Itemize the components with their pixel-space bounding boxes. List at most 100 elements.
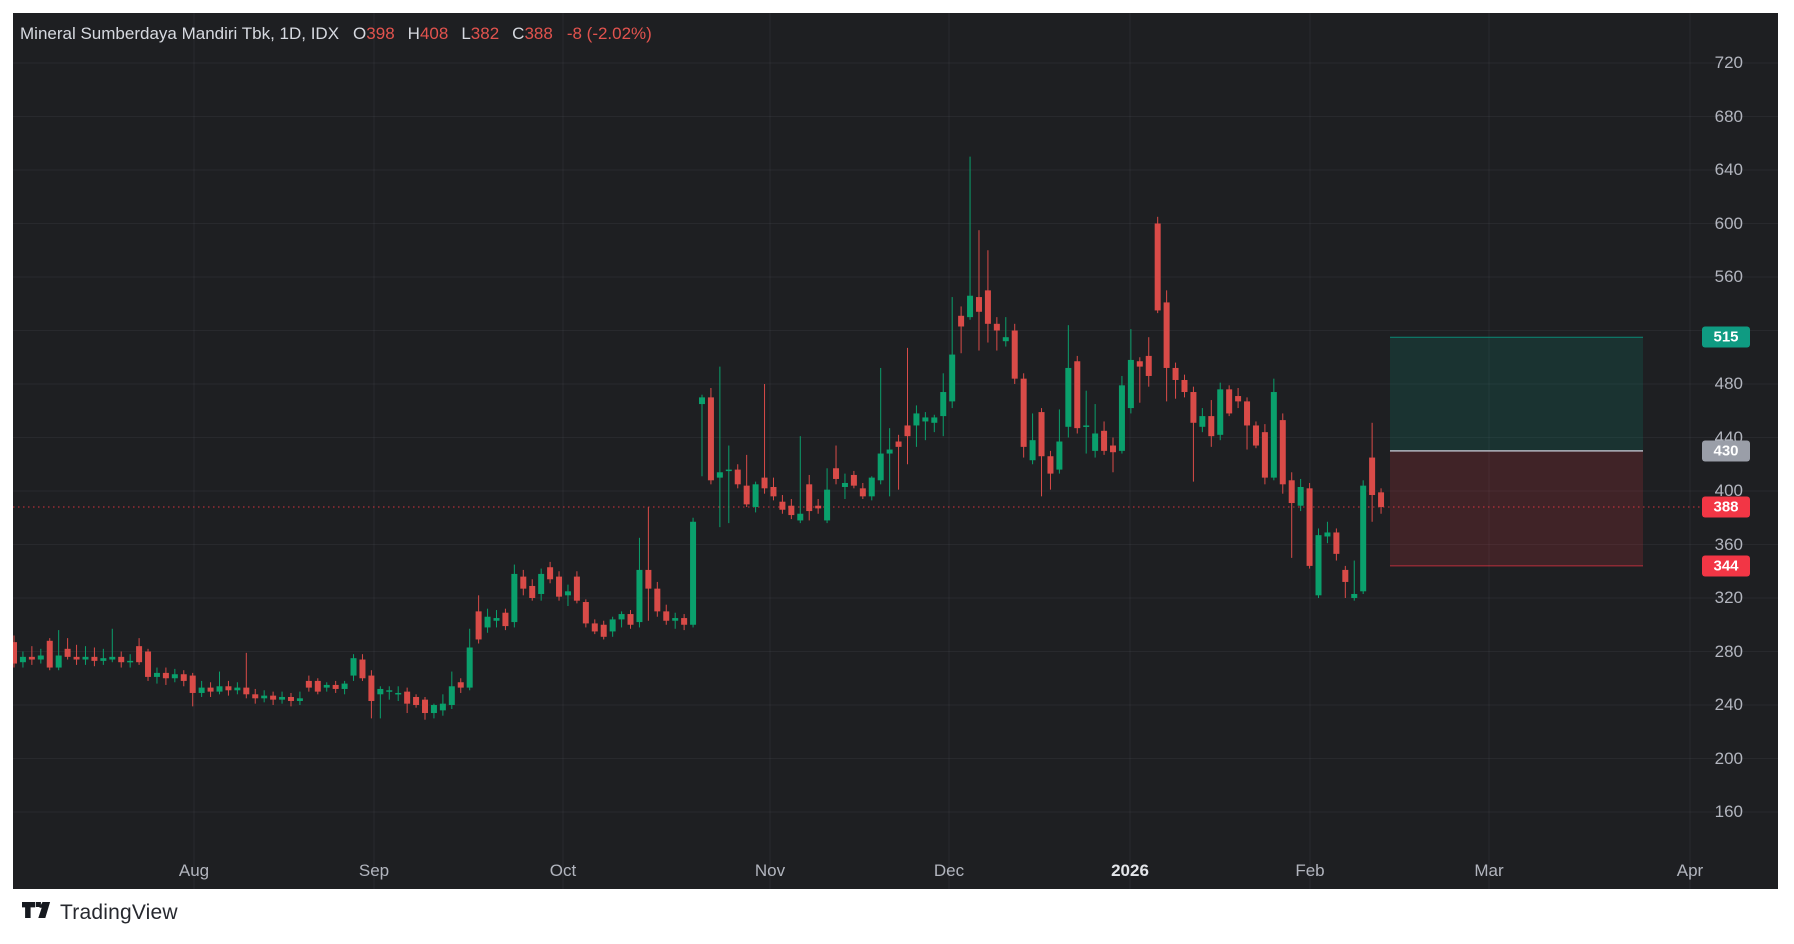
price-tick-label: 480 <box>1714 374 1743 393</box>
candle-body <box>940 392 947 417</box>
candle-body <box>1163 302 1170 368</box>
candle-body <box>573 576 580 601</box>
time-tick-label-sep: Sep <box>358 861 390 880</box>
long-position-loss-zone[interactable] <box>1390 450 1643 566</box>
candle-body <box>287 696 294 701</box>
candle-body <box>681 618 688 625</box>
tradingview-attribution[interactable]: TradingView <box>22 901 178 925</box>
candle-body <box>895 441 902 447</box>
candle-body <box>511 573 518 623</box>
candle-body <box>475 611 482 640</box>
candle-body <box>1154 223 1161 311</box>
tradingview-logo-text: TradingView <box>60 901 178 924</box>
candle-body <box>439 703 446 711</box>
candle-body <box>323 684 330 688</box>
candle-body <box>734 469 741 485</box>
candle-body <box>1118 385 1125 451</box>
candle-body <box>270 695 277 700</box>
target-price-badge: 515 <box>1702 326 1750 348</box>
candle-body <box>1074 361 1081 429</box>
candle-body <box>975 297 982 312</box>
candle-body <box>261 695 268 699</box>
candle-body <box>189 675 196 693</box>
candle-body <box>779 501 786 510</box>
candle-body <box>931 417 938 423</box>
candle-body <box>743 485 750 505</box>
time-tick-label-dec: Dec <box>933 861 965 880</box>
candle-body <box>529 585 536 598</box>
candle-body <box>904 425 911 437</box>
last-price-badge: 388 <box>1702 496 1750 518</box>
candle-body <box>252 694 259 699</box>
candle-body <box>502 612 509 627</box>
candle-body <box>1351 593 1358 598</box>
candle-body <box>91 656 98 661</box>
candle-body <box>404 691 411 704</box>
candle-body <box>609 619 616 632</box>
open-value: O398 <box>353 24 395 43</box>
candle-body <box>1261 432 1268 478</box>
candle-body <box>761 477 768 489</box>
candle-body <box>305 680 312 688</box>
high-value: H408 <box>407 24 449 43</box>
candle-body <box>1029 440 1036 461</box>
candle-body <box>28 656 35 660</box>
candle-body <box>493 618 500 621</box>
candle-body <box>1226 389 1233 414</box>
candle-body <box>1208 416 1215 437</box>
time-tick-label-oct: Oct <box>549 861 577 880</box>
candle-body <box>1101 430 1108 451</box>
stop-price-badge: 344 <box>1702 555 1750 577</box>
candle-body <box>484 616 491 628</box>
candle-body <box>1065 367 1072 427</box>
candle-body <box>1360 485 1367 592</box>
candle-body <box>654 588 661 612</box>
candle-body <box>1369 457 1376 496</box>
candle-body <box>1279 420 1286 485</box>
long-position-profit-zone[interactable] <box>1390 337 1643 451</box>
price-tick-label: 160 <box>1714 802 1743 821</box>
candle-body <box>582 602 589 624</box>
chart-panel[interactable]: Mineral Sumberdaya Mandiri Tbk, 1D, IDX … <box>13 13 1778 889</box>
candle-body <box>1127 359 1134 409</box>
price-tick-label: 600 <box>1714 213 1743 233</box>
candle-body <box>1288 480 1295 504</box>
candle-body <box>1333 532 1340 554</box>
candle-body <box>1244 401 1251 426</box>
candle-body <box>770 486 777 497</box>
candle-body <box>850 474 857 486</box>
price-chart-canvas[interactable] <box>13 13 1778 889</box>
candle-body <box>457 682 464 688</box>
candle-body <box>13 642 17 664</box>
candle-body <box>430 705 437 714</box>
candle-body <box>466 647 473 688</box>
candle-body <box>234 687 241 691</box>
candle-body <box>1181 379 1188 393</box>
candle-body <box>859 488 866 497</box>
candle-body <box>868 477 875 497</box>
candle-body <box>520 576 527 589</box>
price-tick-label: 640 <box>1714 160 1743 179</box>
candle-body <box>1342 569 1349 582</box>
price-tick-label: 400 <box>1714 481 1743 500</box>
candle-body <box>1011 330 1018 379</box>
entry-price-badge: 430 <box>1702 440 1750 462</box>
candle-body <box>707 397 714 481</box>
candle-body <box>207 687 214 692</box>
candle-body <box>1002 337 1009 342</box>
candle-body <box>672 618 679 621</box>
price-tick-label: 240 <box>1714 695 1743 714</box>
time-tick-label-apr: Apr <box>1676 861 1704 880</box>
candle-body <box>1110 445 1117 453</box>
candle-body <box>386 690 393 692</box>
candle-body <box>922 417 929 422</box>
symbol-title: Mineral Sumberdaya Mandiri Tbk, 1D, IDX <box>20 24 340 43</box>
candle-body <box>1190 392 1197 423</box>
candle-body <box>984 290 991 324</box>
candle-body <box>100 658 107 661</box>
candle-body <box>82 656 89 660</box>
candle-body <box>368 675 375 701</box>
candle-body <box>1297 486 1304 506</box>
candle-body <box>806 484 813 512</box>
candle-body <box>645 569 652 589</box>
